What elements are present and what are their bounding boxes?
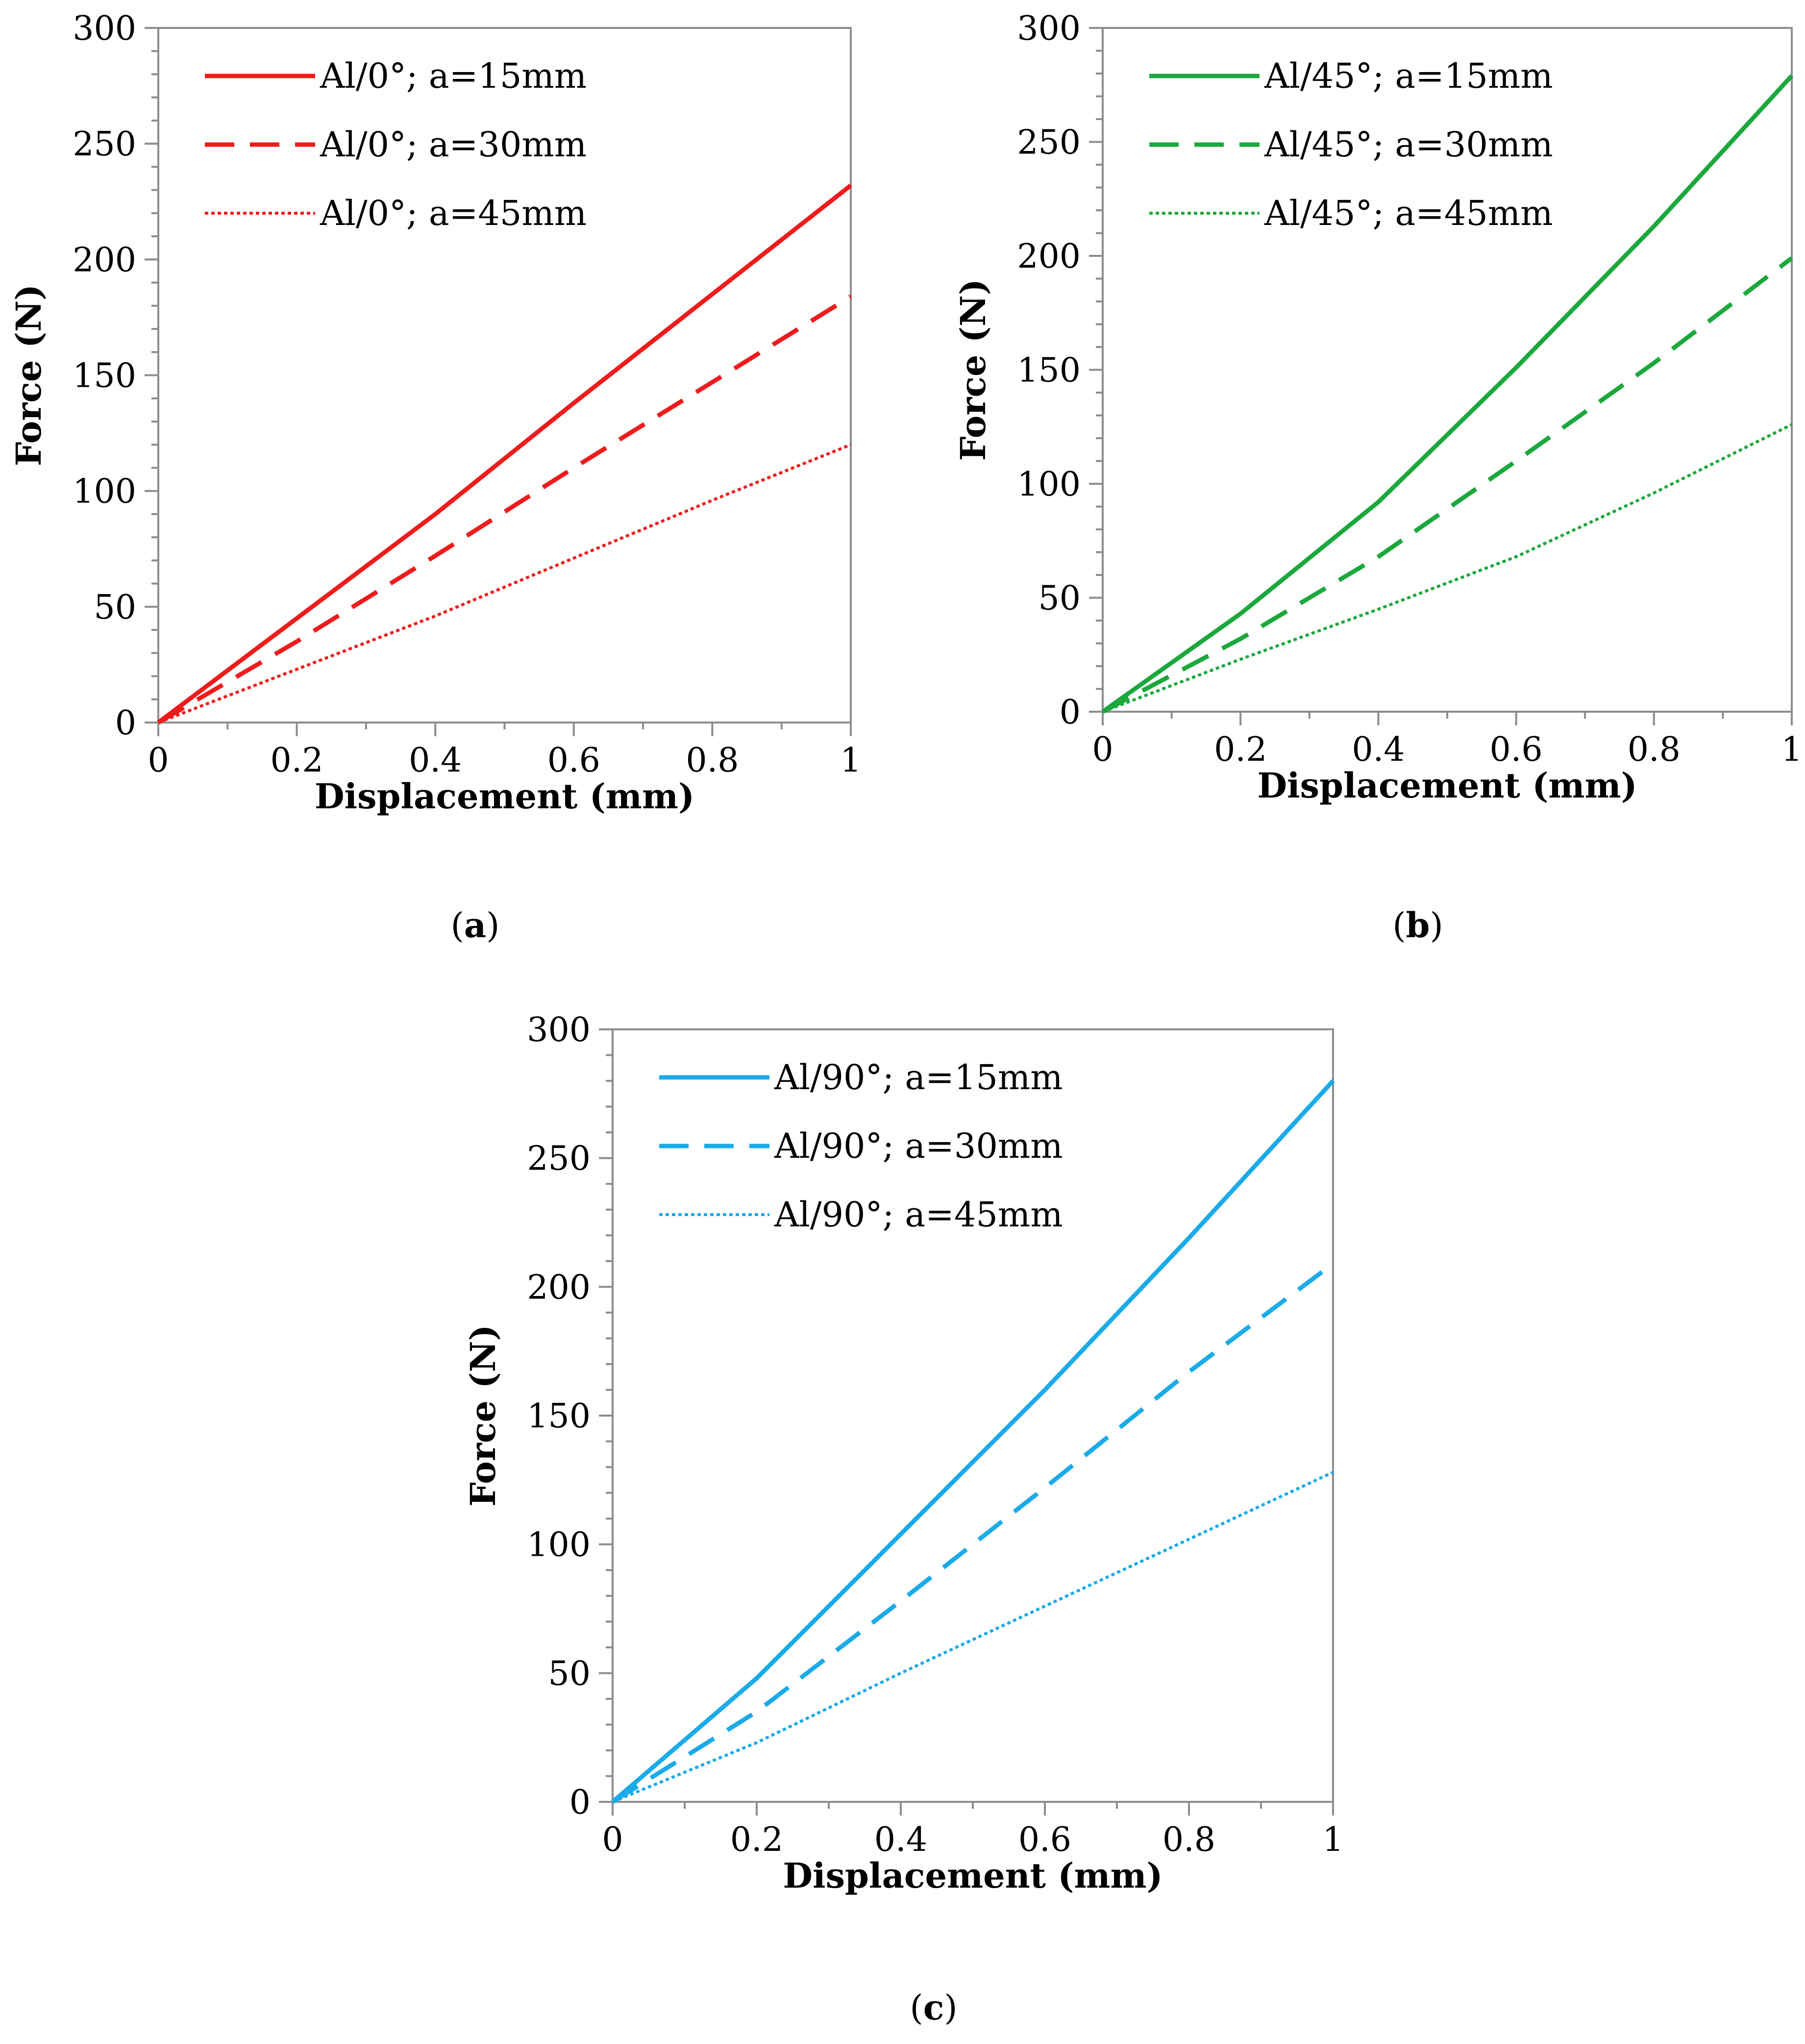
y-tick-label: 100 — [73, 473, 136, 511]
series-line-dotted — [157, 443, 852, 724]
caption-letter: b — [1406, 905, 1430, 946]
x-tick-label: 0.6 — [1490, 730, 1543, 769]
y-tick-label: 0 — [1060, 693, 1081, 732]
y-tick-label: 0 — [115, 704, 136, 743]
x-axis-title: Displacement (mm) — [1257, 765, 1637, 806]
y-tick-label: 100 — [527, 1526, 591, 1565]
x-tick-label: 1 — [840, 741, 861, 780]
x-tick-label: 0.4 — [874, 1820, 927, 1859]
y-tick-label: 250 — [1017, 124, 1081, 162]
y-tick-label: 100 — [1017, 465, 1081, 504]
legend-label: Al/90°; a=45mm — [774, 1195, 1063, 1235]
y-axis-title: Force (N) — [8, 284, 49, 466]
y-tick-label: 150 — [527, 1397, 591, 1436]
y-tick-label: 50 — [548, 1654, 591, 1693]
y-tick-label: 0 — [569, 1783, 591, 1822]
x-tick-label: 0 — [148, 741, 169, 780]
y-tick-label: 200 — [527, 1268, 591, 1307]
y-tick-label: 50 — [1038, 579, 1081, 618]
y-tick-label: 250 — [527, 1140, 591, 1178]
legend-label: Al/45°; a=30mm — [1264, 125, 1553, 165]
series-line-dotted — [612, 1471, 1334, 1803]
legend-label: Al/45°; a=45mm — [1264, 193, 1553, 233]
y-tick-label: 300 — [527, 1011, 591, 1049]
caption-letter: a — [464, 905, 486, 946]
x-tick-label: 1 — [1781, 730, 1802, 769]
series-line-dashed — [611, 1262, 1335, 1804]
chart-panel-a: 0 50 100 150 200 250 300 0 0.2 0.4 0.6 0.8 1 Displace… — [8, 9, 862, 946]
x-tick-label: 1 — [1322, 1820, 1343, 1859]
x-tick-label: 0.8 — [686, 741, 739, 780]
caption-letter: c — [923, 1987, 944, 2028]
x-tick-label: 0.8 — [1628, 730, 1681, 769]
panel-caption: (a) — [451, 905, 500, 946]
series-line-dotted — [1102, 423, 1793, 713]
chart-panel-c: 0 50 100 150 200 250 300 0 0.2 0.4 0.6 0.8 1 Displace… — [463, 1011, 1344, 2028]
x-axis-title: Displacement (mm) — [315, 776, 694, 817]
y-tick-label: 200 — [73, 241, 136, 279]
x-tick-label: 0.4 — [1352, 730, 1405, 769]
caption-paren: ) — [486, 905, 499, 946]
x-tick-label: 0.4 — [409, 741, 462, 780]
caption-paren: ( — [1392, 905, 1406, 946]
y-axis-title: Force (N) — [953, 279, 993, 461]
y-tick-label: 150 — [73, 357, 136, 396]
x-tick-label: 0.8 — [1162, 1820, 1215, 1859]
caption-paren: ( — [451, 905, 464, 946]
legend-label: Al/0°; a=30mm — [320, 125, 587, 165]
y-tick-label: 50 — [94, 588, 136, 627]
legend-label: Al/45°; a=15mm — [1264, 56, 1553, 96]
y-tick-label: 300 — [73, 9, 136, 48]
legend-label: Al/90°; a=30mm — [774, 1126, 1063, 1166]
x-tick-label: 0.6 — [1018, 1820, 1071, 1859]
y-tick-label: 200 — [1017, 237, 1081, 276]
series-line-dashed — [157, 295, 852, 724]
caption-paren: ) — [944, 1988, 957, 2028]
y-axis-title: Force (N) — [463, 1324, 503, 1506]
x-axis-title: Displacement (mm) — [783, 1855, 1162, 1896]
x-tick-label: 0 — [1092, 730, 1113, 769]
legend-label: Al/0°; a=15mm — [320, 56, 587, 96]
legend-label: Al/90°; a=15mm — [774, 1057, 1063, 1097]
series-line-solid — [1101, 74, 1794, 714]
x-tick-label: 0.2 — [730, 1820, 783, 1859]
y-tick-label: 300 — [1017, 9, 1081, 48]
legend-label: Al/0°; a=45mm — [320, 193, 587, 233]
x-tick-label: 0.6 — [547, 741, 600, 780]
x-tick-label: 0 — [602, 1820, 623, 1859]
chart-panel-b: 0 50 100 150 200 250 300 0 0.2 0.4 0.6 0.8 1 Displace… — [953, 9, 1803, 946]
panel-caption: (b) — [1392, 905, 1443, 946]
caption-paren: ) — [1430, 905, 1443, 946]
series-line-dashed — [1101, 256, 1793, 714]
panel-caption: (c) — [910, 1987, 957, 2028]
caption-paren: ( — [910, 1988, 923, 2028]
series-line-solid — [611, 1079, 1335, 1804]
x-tick-label: 0.2 — [1214, 730, 1267, 769]
y-tick-label: 150 — [1017, 351, 1081, 390]
x-tick-label: 0.2 — [271, 741, 323, 780]
series-line-solid — [157, 183, 852, 724]
y-tick-label: 250 — [73, 125, 136, 164]
